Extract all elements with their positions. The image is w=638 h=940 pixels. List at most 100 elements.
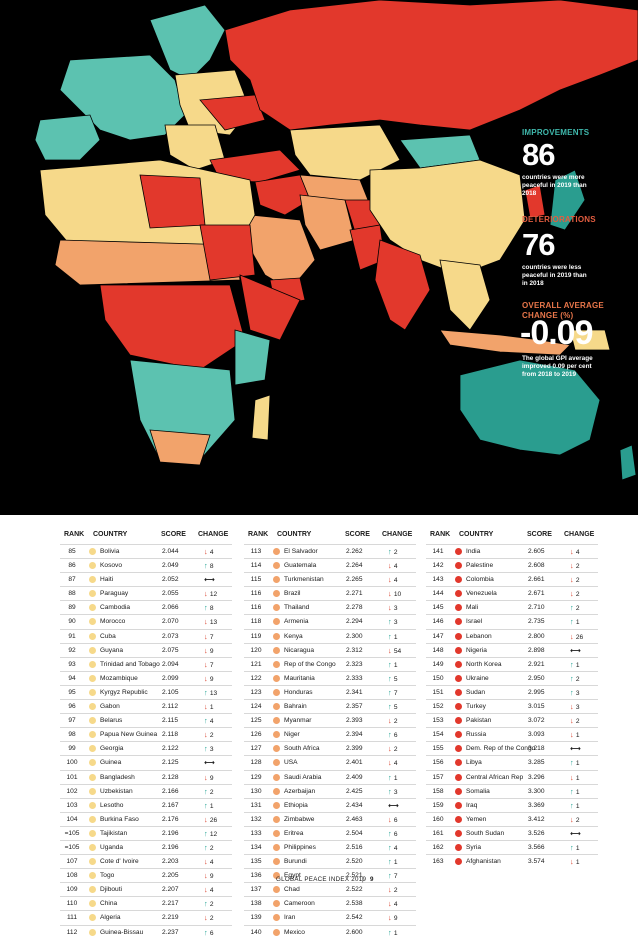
row-rank: 154 xyxy=(432,731,444,739)
row-score: 2.075 xyxy=(162,646,179,654)
row-rank: 109 xyxy=(66,886,78,894)
row-score: 2.052 xyxy=(162,576,179,584)
row-country: USA xyxy=(284,759,298,767)
row-country: Egypt xyxy=(284,872,301,880)
table-row: 151 Sudan 2.995 ↑ 3 xyxy=(426,684,598,699)
row-rank: 94 xyxy=(68,674,76,682)
peace-level-dot xyxy=(273,576,280,584)
arrow-down-icon: ↓ xyxy=(570,716,576,726)
row-score: 2.357 xyxy=(346,703,363,711)
peace-level-dot xyxy=(89,773,96,781)
table-row: 138 Cameroon 2.538 ↓ 4 xyxy=(244,896,416,910)
row-change: ⟷ xyxy=(204,573,232,587)
row-score: 2.393 xyxy=(346,717,363,725)
row-country: Chad xyxy=(284,886,300,894)
arrow-up-icon: ↑ xyxy=(204,603,210,613)
row-country: Burkina Faso xyxy=(100,815,139,823)
change-value: 9 xyxy=(209,647,214,655)
row-rank: 131 xyxy=(250,801,262,809)
row-change: ↓ 10 xyxy=(388,587,416,601)
change-value: 1 xyxy=(393,929,398,937)
row-country: India xyxy=(466,548,481,555)
row-change: ↓ 2 xyxy=(204,911,232,925)
row-score: 2.463 xyxy=(346,815,363,823)
row-score: 2.115 xyxy=(162,717,179,725)
change-value: 1 xyxy=(575,859,580,867)
row-rank: 156 xyxy=(432,759,444,767)
map-region-south-africa xyxy=(149,429,211,466)
table-row: =105 Tajikistan 2.196 ↑ 12 xyxy=(60,825,232,840)
peace-level-dot xyxy=(455,787,462,795)
change-value: 2 xyxy=(393,746,398,754)
row-score: 2.323 xyxy=(346,660,363,668)
row-score: 2.516 xyxy=(346,843,363,851)
change-value: 1 xyxy=(575,802,580,810)
header-country: COUNTRY xyxy=(277,531,312,538)
map-region-scandinavia xyxy=(149,4,226,81)
arrow-down-icon: ↓ xyxy=(388,561,394,571)
row-country: Djibouti xyxy=(100,886,122,894)
arrow-down-icon: ↓ xyxy=(570,589,576,599)
table-row: 158 Somalia 3.300 ↑ 1 xyxy=(426,783,598,798)
table-row: 115 Turkmenistan 2.265 ↓ 4 xyxy=(244,572,416,586)
row-country: Ethiopia xyxy=(284,801,308,809)
row-change: ⟷ xyxy=(570,827,598,841)
peace-level-dot xyxy=(89,688,96,696)
row-country: Azerbaijan xyxy=(284,787,316,795)
table-row: 97 Belarus 2.115 ↑ 4 xyxy=(60,713,232,727)
row-country: Palestine xyxy=(466,562,494,570)
row-score: 2.262 xyxy=(346,548,363,555)
row-change: ↑ 6 xyxy=(204,926,232,940)
row-country: Nigeria xyxy=(466,646,487,654)
arrow-down-icon: ↓ xyxy=(204,730,210,740)
row-score: 2.898 xyxy=(528,646,545,654)
row-country: Lebanon xyxy=(466,632,492,640)
row-rank: 126 xyxy=(250,731,262,739)
change-value: 7 xyxy=(209,661,214,669)
row-country: Burundi xyxy=(284,858,307,866)
row-score: 2.950 xyxy=(528,674,545,682)
row-score: 2.300 xyxy=(346,632,363,640)
arrow-down-icon: ↓ xyxy=(570,575,576,585)
table-row: 110 China 2.217 ↑ 2 xyxy=(60,896,232,910)
peace-level-dot xyxy=(89,858,96,866)
map-region-saudi-arabia xyxy=(244,214,316,291)
row-score: 2.044 xyxy=(162,548,179,555)
arrow-up-icon: ↑ xyxy=(388,871,394,881)
table-row: 134 Philippines 2.516 ↑ 4 xyxy=(244,839,416,855)
arrow-up-icon: ↑ xyxy=(570,786,576,796)
peace-level-dot xyxy=(89,900,96,908)
row-country: Kyrgyz Republic xyxy=(100,688,148,696)
row-rank: 104 xyxy=(66,815,78,823)
arrow-up-icon: ↑ xyxy=(570,687,576,697)
row-score: 3.015 xyxy=(528,703,545,711)
row-change: ⟷ xyxy=(570,742,598,756)
row-score: 3.574 xyxy=(528,858,545,866)
change-value: 5 xyxy=(393,704,398,712)
row-rank: 138 xyxy=(250,900,262,908)
header-score: SCORE xyxy=(161,531,186,538)
row-score: 2.237 xyxy=(162,928,179,936)
peace-level-dot xyxy=(89,886,96,894)
row-country: Guatemala xyxy=(284,562,317,570)
row-score: 2.207 xyxy=(162,886,179,894)
row-rank: 92 xyxy=(68,646,76,654)
row-change: ↑ 4 xyxy=(388,841,416,855)
peace-level-dot xyxy=(273,548,280,555)
row-change: ↑ 1 xyxy=(570,841,598,855)
row-country: Honduras xyxy=(284,688,313,696)
row-country: Israel xyxy=(466,618,483,626)
arrow-up-icon: ↑ xyxy=(204,716,210,726)
map-region-east-africa xyxy=(234,329,271,386)
row-change: ↑ 1 xyxy=(570,615,598,629)
table-row: 104 Burkina Faso 2.176 ↓ 26 xyxy=(60,811,232,826)
table-row: 103 Lesotho 2.167 ↑ 1 xyxy=(60,797,232,812)
page-number: 9 xyxy=(370,876,374,883)
table-row: 155 Dem. Rep of the Congo 3.218 ⟷ xyxy=(426,741,598,755)
map-region-japan xyxy=(549,169,586,231)
change-value: 1 xyxy=(209,704,214,712)
row-score: 2.176 xyxy=(162,815,179,823)
row-rank: 95 xyxy=(68,688,76,696)
arrow-up-icon: ↑ xyxy=(388,617,394,627)
row-score: 2.125 xyxy=(162,759,179,767)
